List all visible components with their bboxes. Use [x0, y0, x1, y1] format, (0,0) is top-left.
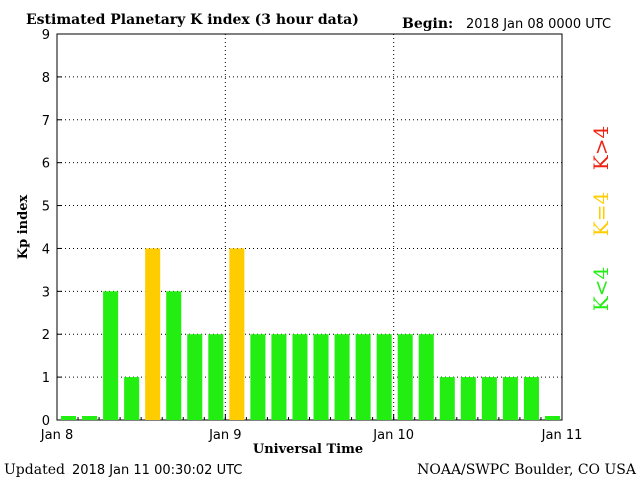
kp-bar [166, 291, 182, 420]
bars-group [61, 248, 560, 420]
legend-k-equal-4: K=4 [589, 192, 613, 236]
x-tick-label: Jan 11 [541, 428, 583, 443]
kp-bar [208, 334, 224, 420]
kp-bar [397, 334, 413, 420]
kp-bar [481, 377, 497, 420]
grid-lines [56, 33, 563, 421]
kp-bar [145, 248, 161, 420]
legend-k-above-4: K>4 [589, 126, 613, 170]
begin-value: 2018 Jan 08 0000 UTC [466, 17, 611, 32]
legend-k-below-4: K<4 [589, 267, 613, 311]
kp-bar [292, 334, 308, 420]
y-tick-labels: 0 1 2 3 4 5 6 7 8 9 [42, 28, 50, 429]
y-tick-label: 5 [42, 200, 50, 215]
kp-bar [460, 377, 476, 420]
kp-bar [124, 377, 140, 420]
y-tick-label: 4 [42, 242, 50, 257]
kp-bar [544, 416, 560, 420]
kp-bar [439, 377, 455, 420]
kp-bar [250, 334, 266, 420]
y-tick-label: 3 [42, 285, 50, 300]
plot-frame [56, 33, 563, 421]
updated-value: 2018 Jan 11 00:30:02 UTC [72, 463, 242, 478]
source-credit: NOAA/SWPC Boulder, CO USA [417, 462, 637, 478]
kp-bar [334, 334, 350, 420]
y-tick-label: 7 [42, 114, 50, 129]
kp-bar [229, 248, 245, 420]
kp-bar [355, 334, 371, 420]
kp-bar [313, 334, 329, 420]
y-tick-label: 0 [42, 414, 50, 429]
y-tick-label: 2 [42, 328, 50, 343]
y-axis-label: Kp index [16, 195, 31, 260]
y-tick-label: 6 [42, 157, 50, 172]
kp-bar [502, 377, 518, 420]
x-tick-label: Jan 9 [208, 428, 241, 443]
kp-bar [61, 416, 77, 420]
kp-bar [103, 291, 119, 420]
x-axis-label: Universal Time [253, 442, 363, 457]
kp-bar [187, 334, 203, 420]
y-tick-label: 9 [42, 28, 50, 43]
x-tick-label: Jan 10 [372, 428, 414, 443]
updated-label: Updated [4, 462, 65, 478]
kp-bar [376, 334, 392, 420]
kp-bar [418, 334, 434, 420]
y-tick-label: 8 [42, 71, 50, 86]
chart-title: Estimated Planetary K index (3 hour data… [26, 12, 359, 28]
begin-label: Begin: [402, 16, 453, 32]
x-tick-labels: Jan 8 Jan 9 Jan 10 Jan 11 [40, 428, 583, 443]
kp-bar [82, 416, 98, 420]
x-tick-label: Jan 8 [40, 428, 73, 443]
y-tick-label: 1 [42, 371, 50, 386]
kp-bar [271, 334, 287, 420]
kp-bar [523, 377, 539, 420]
